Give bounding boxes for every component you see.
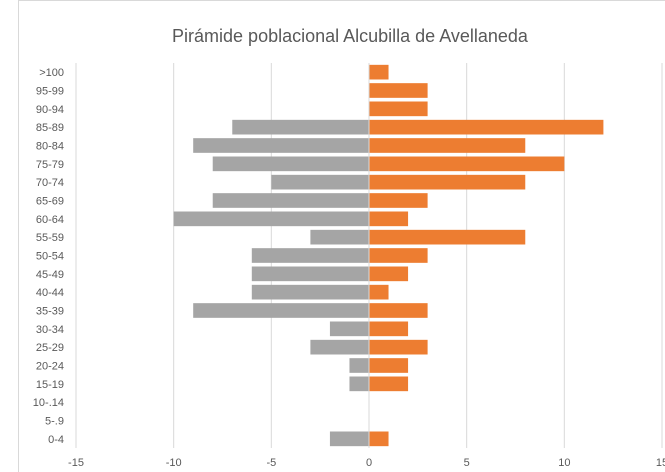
bar-right-45-49	[369, 266, 409, 282]
bar-left-85-89	[232, 119, 369, 135]
category-label: >100	[39, 67, 64, 79]
category-label: 50-54	[36, 251, 64, 263]
x-tick-label: 0	[366, 457, 372, 469]
category-label: 80-84	[36, 141, 64, 153]
category-label: 55-59	[36, 232, 64, 244]
bar-right-0-4	[369, 431, 389, 447]
bar-left-60-64	[173, 211, 369, 227]
bar-right-75-79	[369, 156, 565, 172]
bar-left-80-84	[193, 138, 369, 153]
x-tick-label: 5	[464, 457, 470, 469]
category-label: 0-4	[48, 434, 64, 446]
bar-left-15-19	[349, 376, 369, 392]
category-label: 30-34	[36, 324, 64, 336]
category-label: 5-.9	[45, 416, 64, 428]
x-tick-label: -10	[166, 457, 182, 469]
bar-left-50-54	[251, 248, 369, 263]
bar-left-0-4	[329, 431, 369, 447]
category-label: 15-19	[36, 379, 64, 391]
bar-right-20-24	[369, 358, 409, 373]
bar-left-40-44	[251, 284, 369, 300]
category-label: 70-74	[36, 177, 64, 189]
x-tick-label: 10	[558, 457, 570, 469]
category-label: 60-64	[36, 214, 64, 226]
labels: -15 -10 -5 0 5 10 15 0-4 5-.9 10-.14 15-19 20-24 25-…	[33, 67, 665, 469]
x-tick-label: 15	[656, 457, 665, 469]
bar-right-30-34	[369, 321, 409, 337]
category-label: 20-24	[36, 361, 64, 373]
bar-right-95-99	[369, 83, 428, 98]
bar-right->100	[369, 64, 389, 80]
category-label: 35-39	[36, 306, 64, 318]
bar-left-70-74	[271, 174, 369, 190]
bar-right-40-44	[369, 284, 389, 300]
x-tick-label: -15	[68, 457, 84, 469]
bars	[173, 64, 604, 447]
category-label: 25-29	[36, 342, 64, 354]
bar-right-35-39	[369, 303, 428, 318]
category-label: 10-.14	[33, 397, 64, 409]
bar-left-65-69	[212, 193, 369, 208]
bar-left-35-39	[193, 303, 369, 318]
bar-right-80-84	[369, 138, 526, 153]
category-label: 40-44	[36, 287, 64, 299]
bar-left-25-29	[310, 339, 369, 355]
x-tick-label: -5	[266, 457, 276, 469]
bar-right-25-29	[369, 339, 428, 355]
bar-right-55-59	[369, 229, 526, 245]
category-label: 90-94	[36, 104, 64, 116]
bar-left-55-59	[310, 229, 369, 245]
bar-left-45-49	[251, 266, 369, 282]
bar-right-90-94	[369, 101, 428, 117]
category-label: 85-89	[36, 122, 64, 134]
chart-title: Pirámide poblacional Alcubilla de Avella…	[172, 26, 528, 46]
bar-left-75-79	[212, 156, 369, 172]
bar-right-65-69	[369, 193, 428, 208]
category-label: 45-49	[36, 269, 64, 281]
bar-right-50-54	[369, 248, 428, 263]
category-label: 75-79	[36, 159, 64, 171]
bar-right-70-74	[369, 174, 526, 190]
category-label: 95-99	[36, 86, 64, 98]
bar-right-60-64	[369, 211, 409, 227]
category-label: 65-69	[36, 196, 64, 208]
bar-right-85-89	[369, 119, 604, 135]
axes	[75, 63, 370, 448]
bar-left-30-34	[329, 321, 369, 337]
bar-left-20-24	[349, 358, 369, 373]
bar-right-15-19	[369, 376, 409, 392]
